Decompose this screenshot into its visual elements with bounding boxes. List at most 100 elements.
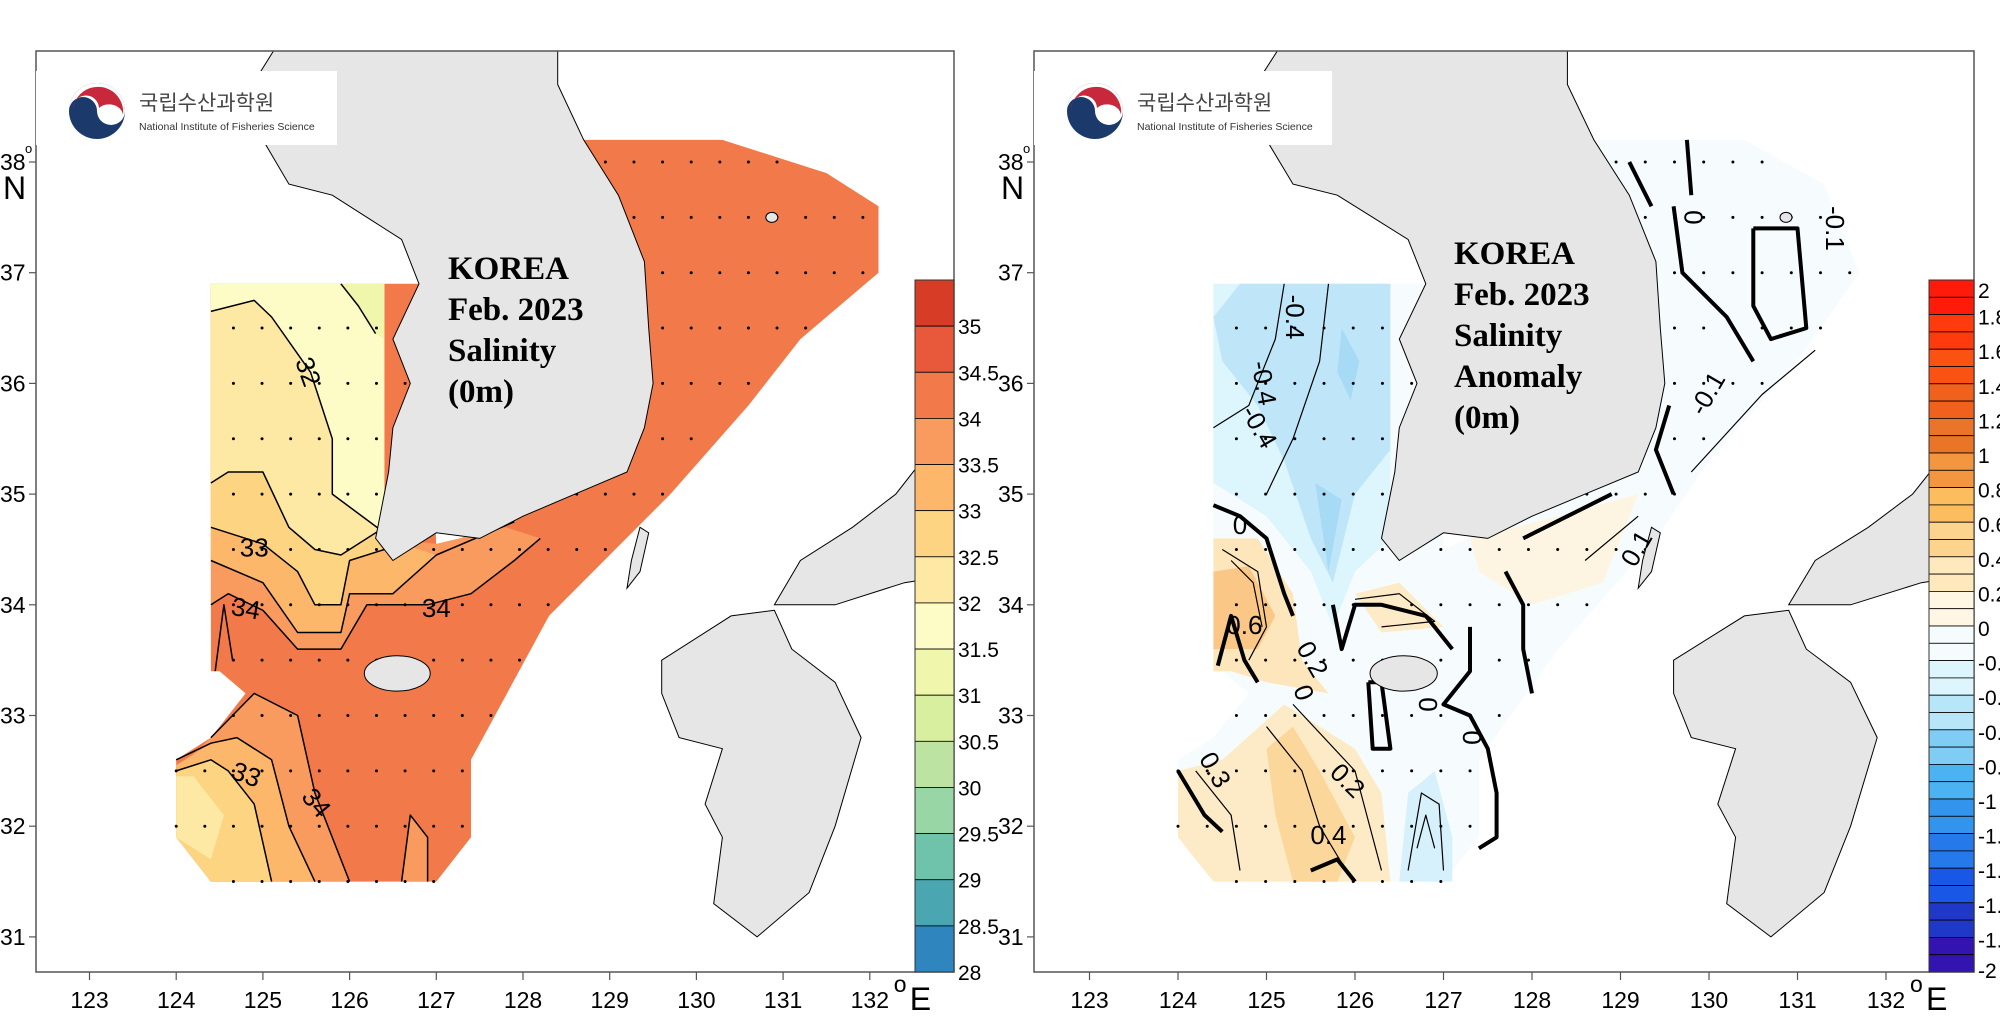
station-dot — [1322, 547, 1326, 551]
station-dot — [775, 160, 779, 164]
station-dot — [1293, 769, 1297, 773]
station-dot — [1789, 326, 1793, 330]
tsushima-island — [626, 526, 650, 591]
station-dot — [432, 769, 436, 773]
colorbar-label: -0.2 — [1978, 653, 2000, 676]
tsushima-island — [1637, 526, 1661, 590]
station-dot — [1293, 603, 1297, 607]
station-dot — [1702, 437, 1706, 441]
station-dot — [1293, 824, 1297, 828]
station-dot — [460, 714, 464, 717]
station-dot — [317, 658, 321, 662]
colorbar-bin — [914, 740, 955, 788]
station-dot — [432, 547, 436, 551]
lat-tick-label: 31 — [998, 924, 1024, 950]
station-dot — [289, 547, 293, 551]
station-dot — [1439, 714, 1443, 717]
station-dot — [1322, 603, 1326, 607]
station-dot — [689, 215, 693, 219]
station-dot — [1439, 547, 1443, 551]
kyushu-landmass — [1673, 609, 1878, 938]
data-fill-region — [1470, 494, 1639, 605]
lat-tick-label: 38 — [998, 149, 1024, 175]
colorbar-label: 34 — [958, 408, 982, 431]
colorbar-bin — [1928, 591, 1975, 610]
station-dot — [661, 326, 665, 330]
station-dot — [1264, 603, 1268, 607]
data-fill-region — [1266, 726, 1355, 882]
station-dot — [1526, 603, 1530, 607]
contour-label: 0 — [1413, 697, 1443, 711]
station-dot — [374, 714, 378, 717]
station-dot — [374, 824, 378, 828]
colorbar-bin — [1928, 694, 1975, 713]
station-dot — [1672, 326, 1676, 330]
station-dot — [1614, 492, 1618, 496]
station-dot — [1234, 603, 1238, 607]
station-dot — [460, 824, 464, 828]
station-dot — [1556, 603, 1560, 607]
colorbar-label: -0.4 — [1978, 687, 2000, 710]
contour-line — [210, 471, 385, 556]
station-dot — [1731, 271, 1735, 275]
station-dot — [403, 769, 407, 773]
colorbar-label: 0 — [1978, 618, 1990, 641]
lon-tick-label: 132 — [1867, 987, 1905, 1013]
map-title-line: Feb. 2023 — [448, 292, 584, 328]
colorbar-bin — [1928, 435, 1975, 454]
station-dot — [260, 769, 264, 773]
station-dot — [346, 824, 350, 828]
contour-line — [1212, 503, 1295, 617]
station-dot — [1819, 215, 1823, 219]
station-dot — [1760, 215, 1764, 219]
lon-tick-label: 124 — [1159, 987, 1198, 1013]
station-dot — [403, 714, 407, 717]
contour-label: 0 — [1233, 510, 1247, 540]
contour-label: 0 — [1457, 730, 1487, 744]
contour-line — [1310, 857, 1357, 883]
station-dot — [346, 492, 350, 496]
lat-unit-label: N — [3, 170, 26, 206]
colorbar-bin — [1928, 573, 1975, 592]
station-dot — [1731, 215, 1735, 219]
colorbar-label: 1 — [1978, 445, 1990, 468]
kyushu-landmass — [661, 609, 862, 938]
station-dot — [1293, 381, 1297, 385]
colorbar-label: 32.5 — [958, 547, 999, 570]
lat-tick-label: 33 — [0, 703, 26, 729]
contour-label: 34 — [422, 593, 451, 623]
station-dot — [432, 658, 436, 662]
lon-tick-label: 129 — [591, 987, 629, 1013]
station-dot — [260, 437, 264, 441]
lat-tick-label: 35 — [0, 481, 26, 507]
station-dot — [689, 437, 693, 441]
lat-tick-label: 32 — [998, 813, 1024, 839]
lon-tick-label: 125 — [244, 987, 282, 1013]
colorbar: 35 34.5 34 33.5 33 32.5 32 31.5 31 30.5 30 29.5 29 28… — [914, 279, 999, 985]
station-dot — [804, 271, 808, 275]
data-fill-region — [1399, 770, 1453, 882]
korea-landmass — [245, 51, 654, 562]
contour-line — [1407, 792, 1445, 871]
station-dot — [1789, 271, 1793, 275]
colorbar-label: 29 — [958, 870, 981, 893]
contour-line — [175, 759, 273, 882]
station-dot — [231, 326, 235, 330]
salinity-map-panel: 32 33 34 34 33 34 국립수산과학원 National Institute of… — [0, 50, 999, 1017]
colorbar-bin — [1928, 625, 1975, 644]
station-dot — [403, 381, 407, 385]
colorbar-bin — [1928, 850, 1975, 869]
station-dot — [346, 658, 350, 662]
colorbar-label: 34.5 — [958, 362, 999, 385]
colorbar-bin — [1928, 487, 1975, 506]
station-dot — [632, 492, 636, 496]
station-dot — [260, 547, 264, 551]
station-dot — [804, 326, 808, 330]
lon-tick-label: 130 — [1690, 987, 1728, 1013]
station-dot — [746, 326, 750, 330]
station-dot — [317, 714, 321, 717]
station-dot — [1614, 547, 1618, 551]
station-dot — [460, 769, 464, 773]
station-dot — [317, 326, 321, 330]
station-dot — [1264, 658, 1268, 662]
